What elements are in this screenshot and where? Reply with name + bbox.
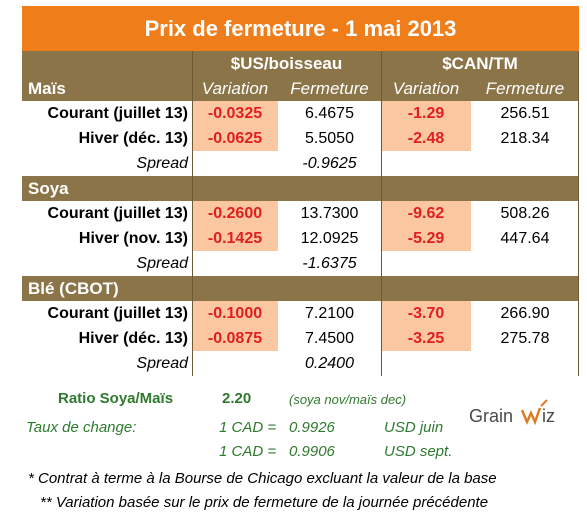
cad-close-value: 508.26	[500, 204, 550, 222]
section-label-ble: Blé (CBOT)	[22, 276, 579, 301]
row-label: Hiver (déc. 13)	[78, 329, 188, 347]
column-divider	[578, 51, 579, 376]
grainwiz-logo: Grain iz	[467, 398, 567, 430]
logo-text-left: Grain	[469, 406, 513, 426]
usd-close-value: 5.5050	[305, 129, 354, 147]
spread-label: Spread	[136, 354, 188, 372]
table-row: Courant (juillet 13) -0.2600 13.7300 -9.…	[22, 201, 579, 226]
table-row: Courant (juillet 13) -0.1000 7.2100 -3.7…	[22, 301, 579, 326]
cad-close-value: 218.34	[500, 129, 550, 147]
logo-graphic: Grain iz	[469, 399, 555, 426]
footnote-1: * Contrat à terme à la Bourse de Chicago…	[28, 470, 497, 487]
exchange-value: 0.9906	[289, 443, 335, 460]
ratio-value: 2.20	[222, 390, 252, 407]
spread-label: Spread	[136, 254, 188, 272]
spread-value: -0.9625	[302, 154, 357, 172]
cad-fermeture-header: Fermeture	[471, 76, 579, 101]
page-title: Prix de fermeture - 1 mai 2013	[22, 6, 579, 51]
column-divider	[381, 51, 382, 376]
table-header-group-row: $US/boisseau $CAN/TM	[22, 51, 579, 76]
exchange-unit: USD juin	[384, 419, 444, 436]
section-header-ble: Blé (CBOT)	[22, 276, 579, 301]
cad-variation-header: Variation	[381, 76, 471, 101]
usd-variation-header: Variation	[192, 76, 278, 101]
exchange-value: 0.9926	[289, 419, 335, 436]
usd-variation-value: -0.2600	[192, 201, 278, 226]
usd-close-value: 12.0925	[300, 229, 359, 247]
cad-variation-value: -5.29	[381, 226, 471, 251]
exchange-label: Taux de change:	[26, 419, 137, 436]
row-label: Courant (juillet 13)	[47, 204, 188, 222]
cad-close-value: 447.64	[500, 229, 550, 247]
row-label: Courant (juillet 13)	[47, 104, 188, 122]
exchange-eq: 1 CAD =	[219, 419, 277, 436]
table-row: Hiver (nov. 13) -0.1425 12.0925 -5.29 44…	[22, 226, 579, 251]
exchange-unit: USD sept.	[384, 443, 453, 460]
cad-close-value: 256.51	[500, 104, 550, 122]
section-label-soya: Soya	[22, 176, 579, 201]
ratio-label: Ratio Soya/Maïs	[58, 390, 174, 407]
usd-close-value: 6.4675	[305, 104, 354, 122]
cad-variation-value: -3.25	[381, 326, 471, 351]
table-row: Hiver (déc. 13) -0.0625 5.5050 -2.48 218…	[22, 126, 579, 151]
usd-close-value: 7.2100	[305, 304, 354, 322]
footnote-2: ** Variation basée sur le prix de fermet…	[40, 494, 489, 511]
ratio-note: (soya nov/maïs dec)	[289, 392, 407, 407]
spread-row: Spread -0.9625	[22, 151, 579, 176]
logo-leaf-mark	[540, 399, 548, 407]
usd-close-value: 13.7300	[300, 204, 359, 222]
usd-variation-value: -0.1000	[192, 301, 278, 326]
row-label: Hiver (nov. 13)	[78, 229, 188, 247]
table-header-column-row: Maïs Variation Fermeture Variation Ferme…	[22, 76, 579, 101]
logo-w-mark	[520, 407, 542, 426]
table-row: Hiver (déc. 13) -0.0875 7.4500 -3.25 275…	[22, 326, 579, 351]
section-label-mais: Maïs	[22, 76, 192, 101]
spread-row: Spread 0.2400	[22, 351, 579, 376]
section-header-soya: Soya	[22, 176, 579, 201]
spread-value: -1.6375	[302, 254, 357, 272]
usd-variation-value: -0.1425	[192, 226, 278, 251]
usd-group-header: $US/boisseau	[192, 51, 381, 76]
row-label: Hiver (déc. 13)	[78, 129, 188, 147]
cad-variation-value: -2.48	[381, 126, 471, 151]
cad-variation-value: -1.29	[381, 101, 471, 126]
cad-close-value: 266.90	[500, 304, 550, 322]
usd-variation-value: -0.0875	[192, 326, 278, 351]
usd-close-value: 7.4500	[305, 329, 354, 347]
usd-variation-value: -0.0325	[192, 101, 278, 126]
usd-variation-value: -0.0625	[192, 126, 278, 151]
spread-value: 0.2400	[305, 354, 354, 372]
spread-label: Spread	[136, 154, 188, 172]
price-table: $US/boisseau $CAN/TM Maïs Variation Ferm…	[22, 51, 579, 376]
cad-variation-value: -9.62	[381, 201, 471, 226]
logo-text-right: iz	[542, 406, 555, 426]
cad-close-value: 275.78	[500, 329, 550, 347]
cad-variation-value: -3.70	[381, 301, 471, 326]
row-label: Courant (juillet 13)	[47, 304, 188, 322]
usd-fermeture-header: Fermeture	[278, 76, 381, 101]
exchange-eq: 1 CAD =	[219, 443, 277, 460]
cad-group-header: $CAN/TM	[381, 51, 579, 76]
column-divider	[192, 51, 193, 376]
table-row: Courant (juillet 13) -0.0325 6.4675 -1.2…	[22, 101, 579, 126]
spread-row: Spread -1.6375	[22, 251, 579, 276]
